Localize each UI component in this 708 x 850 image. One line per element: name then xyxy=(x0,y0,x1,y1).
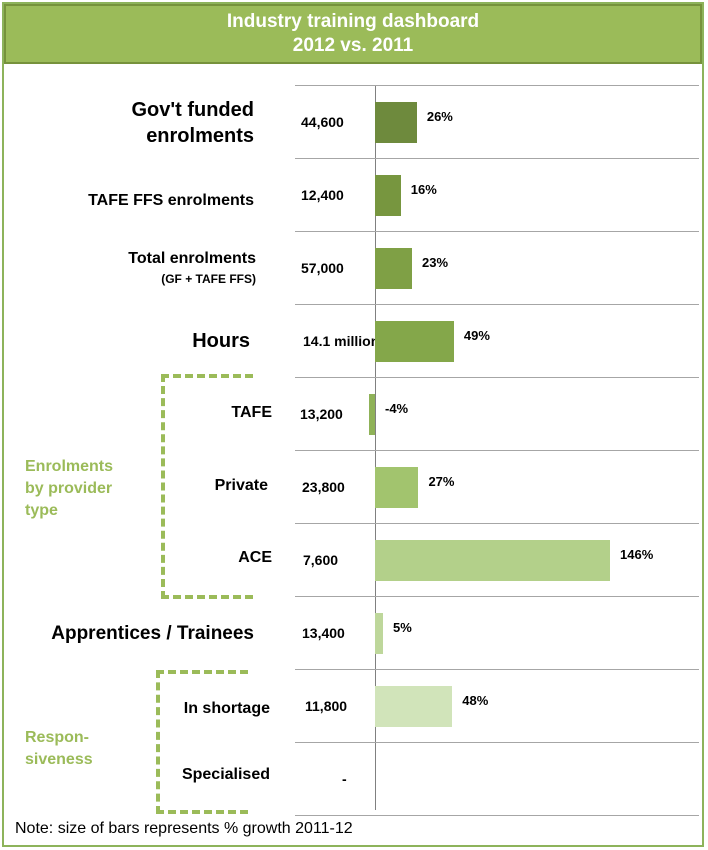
row-label-line: TAFE xyxy=(231,404,272,421)
row-label: TAFE xyxy=(231,402,272,424)
row-gridline xyxy=(295,523,699,524)
row-gridline xyxy=(295,231,699,232)
zero-axis-line xyxy=(375,85,376,810)
growth-label: 5% xyxy=(393,619,412,635)
row-label: ACE xyxy=(238,547,272,569)
row-label: Apprentices / Trainees xyxy=(51,621,254,646)
row-value: 14.1 million xyxy=(303,332,380,349)
row-value: 44,600 xyxy=(301,113,344,130)
growth-bar xyxy=(375,685,453,727)
row-gridline xyxy=(295,377,699,378)
group-label-line: Enrolments xyxy=(25,458,114,475)
row-value: 12,400 xyxy=(301,186,344,203)
growth-bar xyxy=(368,393,375,435)
responsiveness-group-label: Respon- siveness xyxy=(25,727,93,771)
row-label: Gov't funded enrolments xyxy=(131,97,254,149)
growth-label: 27% xyxy=(428,473,455,489)
row-gridline xyxy=(295,742,699,743)
row-gridline xyxy=(295,304,699,305)
row-gridline xyxy=(295,85,699,86)
growth-bar xyxy=(375,247,413,289)
row-gridline xyxy=(295,815,699,816)
growth-bar xyxy=(375,174,401,216)
growth-label: 16% xyxy=(410,181,437,197)
growth-label: 146% xyxy=(620,546,654,562)
row-label-line: In shortage xyxy=(183,700,270,717)
group-label-line: by provider xyxy=(25,480,113,497)
dashboard-header: Industry training dashboard 2012 vs. 201… xyxy=(4,4,702,64)
row-value: 7,600 xyxy=(303,551,339,568)
growth-bar xyxy=(375,320,454,362)
row-label: In shortage xyxy=(184,698,270,720)
growth-label: 23% xyxy=(422,254,449,270)
row-label-line: Private xyxy=(214,477,268,494)
row-label: Specialised xyxy=(182,764,270,786)
row-value: 13,200 xyxy=(300,405,343,422)
growth-bar xyxy=(375,539,610,581)
row-value: - xyxy=(342,770,347,787)
row-label: Hours xyxy=(192,328,250,354)
row-label-line: Hours xyxy=(192,330,250,352)
row-gridline xyxy=(295,450,699,451)
row-label: Total enrolments (GF + TAFE FFS) xyxy=(128,248,256,288)
provider-type-bracket xyxy=(161,374,253,599)
row-value: 23,800 xyxy=(302,478,345,495)
row-label: TAFE FFS enrolments xyxy=(88,190,254,212)
group-label-line: type xyxy=(25,502,58,519)
row-value: 13,400 xyxy=(302,624,345,641)
row-label: Private xyxy=(215,475,268,497)
row-label-line: Specialised xyxy=(181,766,270,783)
group-label-line: siveness xyxy=(25,751,93,768)
dashboard-subtitle: 2012 vs. 2011 xyxy=(292,35,414,56)
growth-label: 26% xyxy=(426,108,453,124)
row-gridline xyxy=(295,669,699,670)
row-value: 57,000 xyxy=(301,259,344,276)
row-label-line: Total enrolments xyxy=(128,250,256,267)
growth-bar xyxy=(375,466,419,508)
dashboard-title: Industry training dashboard xyxy=(226,11,480,32)
growth-label: 49% xyxy=(463,327,490,343)
growth-bar xyxy=(375,612,384,654)
growth-bar xyxy=(375,101,417,143)
row-label-line: ACE xyxy=(238,549,272,566)
chart-note: Note: size of bars represents % growth 2… xyxy=(15,820,353,837)
row-label-line: Gov't funded xyxy=(131,99,254,121)
growth-label: -4% xyxy=(385,400,409,416)
row-gridline xyxy=(295,596,699,597)
row-label-line: enrolments xyxy=(146,125,254,147)
row-gridline xyxy=(295,158,699,159)
provider-type-group-label: Enrolments by provider type xyxy=(25,456,113,522)
row-label-line: Apprentices / Trainees xyxy=(51,622,254,644)
row-label-line: (GF + TAFE FFS) xyxy=(161,272,256,286)
responsiveness-bracket xyxy=(156,670,248,814)
group-label-line: Respon- xyxy=(25,729,89,746)
growth-label: 48% xyxy=(462,692,489,708)
row-value: 11,800 xyxy=(305,697,348,714)
row-label-line: TAFE FFS enrolments xyxy=(88,192,254,209)
